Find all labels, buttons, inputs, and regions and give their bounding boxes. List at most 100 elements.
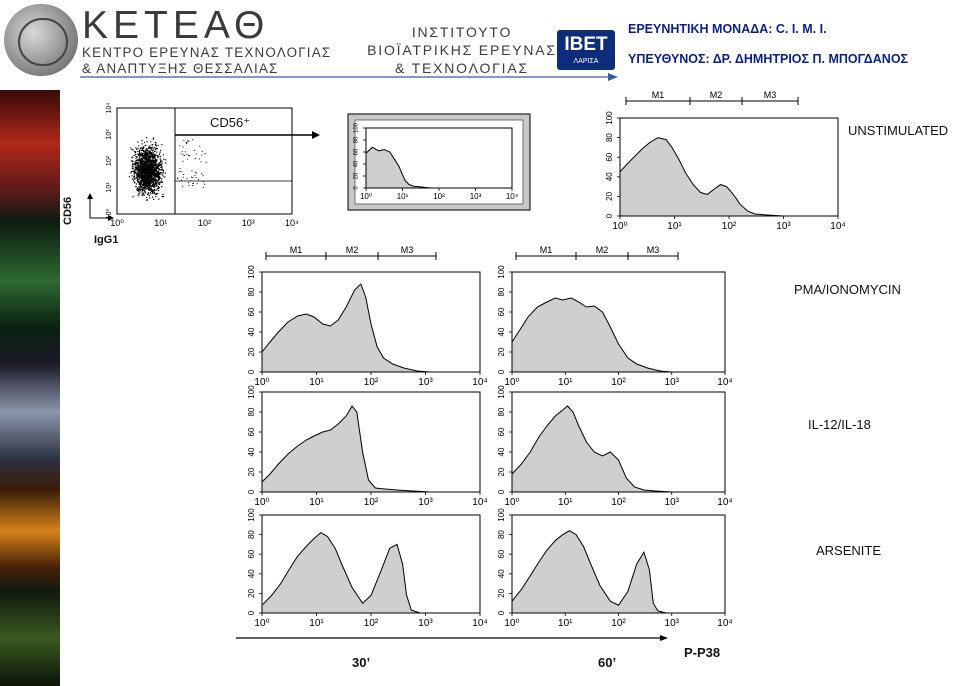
dot-point: [155, 179, 157, 181]
dot-point: [140, 161, 142, 163]
dot-point: [156, 184, 158, 186]
dot-point: [147, 175, 149, 177]
dot-point: [151, 180, 153, 182]
dot-point: [150, 181, 152, 183]
dot-point: [194, 149, 196, 151]
dot-point: [151, 153, 153, 155]
dot-point: [153, 175, 155, 177]
dot-point: [196, 183, 198, 185]
dot-point: [149, 175, 151, 177]
dot-point: [145, 159, 147, 161]
dot-point: [154, 162, 156, 165]
dot-point: [141, 139, 143, 142]
dot-point: [150, 179, 153, 181]
dot-point: [148, 152, 151, 154]
dot-point: [152, 191, 154, 193]
dot-point: [137, 141, 139, 143]
dot-point: [134, 166, 136, 168]
y-tick-label: 100: [247, 508, 256, 522]
y-tick-label: 40: [247, 447, 256, 456]
dot-point: [145, 199, 148, 201]
dot-point: [151, 175, 153, 177]
dot-point: [177, 177, 179, 179]
dot-point: [152, 159, 154, 161]
dot-point: [138, 158, 140, 160]
dot-point: [148, 172, 150, 174]
dot-point: [154, 169, 156, 171]
dot-point: [192, 139, 194, 141]
dot-point: [144, 149, 147, 151]
dot-point: [143, 160, 145, 162]
dot-point: [141, 184, 143, 186]
dot-point: [149, 160, 151, 162]
dot-point: [145, 167, 147, 169]
dot-point: [139, 164, 141, 166]
dot-point: [142, 187, 144, 190]
x-tick-label: 10⁰: [110, 218, 124, 228]
dot-point: [140, 186, 142, 188]
y-tick-label: 80: [247, 407, 256, 416]
dot-point: [159, 173, 161, 175]
x-tick-label: 10¹: [397, 192, 409, 201]
dot-point: [152, 172, 154, 174]
dot-point: [194, 158, 196, 159]
dot-point: [165, 159, 167, 161]
dot-point: [142, 156, 144, 158]
dot-point: [139, 174, 141, 176]
dot-point: [135, 169, 137, 171]
dot-point: [145, 182, 147, 184]
dot-point: [202, 187, 204, 189]
dot-point: [141, 175, 143, 177]
dot-point: [142, 153, 144, 156]
dot-point: [130, 172, 132, 174]
dot-point: [136, 161, 138, 163]
dot-point: [189, 155, 191, 157]
ibet-logo-icon: IBET ΛΑΡΙΣΑ: [557, 30, 615, 70]
dot-point: [161, 162, 163, 164]
dot-point: [162, 171, 165, 173]
dot-point: [153, 193, 155, 195]
dot-point: [154, 155, 156, 157]
dot-point: [139, 160, 141, 162]
y-tick-label: 80: [497, 530, 506, 539]
dot-point: [138, 165, 140, 167]
dot-point: [147, 189, 149, 191]
dot-point: [146, 158, 149, 160]
dot-point: [158, 182, 160, 184]
dot-point: [141, 182, 143, 184]
dot-point: [146, 184, 148, 186]
dot-point: [143, 172, 145, 175]
dot-point: [146, 169, 148, 171]
dot-point: [146, 154, 148, 156]
dot-point: [154, 190, 156, 192]
dot-point: [186, 140, 188, 142]
cd56-axis-label: CD56: [62, 196, 74, 225]
dot-point: [140, 157, 143, 159]
dot-point: [152, 144, 154, 146]
brand-subtitle-1: ΚΕΝΤΡΟ ΕΡΕΥΝΑΣ ΤΕΧΝΟΛΟΓΙΑΣ: [82, 45, 332, 60]
dot-point: [162, 195, 164, 198]
dot-point: [191, 176, 193, 178]
dot-point: [145, 170, 147, 172]
dot-point: [138, 174, 140, 176]
dot-point: [139, 183, 142, 186]
dot-point: [153, 174, 155, 176]
dot-point: [164, 172, 166, 174]
dot-point: [145, 178, 147, 180]
dot-point: [162, 175, 164, 177]
dot-point: [148, 158, 150, 161]
dot-point: [147, 154, 149, 156]
dot-point: [148, 161, 150, 163]
dot-point: [146, 171, 148, 173]
dot-point: [138, 182, 140, 184]
dot-point: [142, 147, 145, 149]
dot-point: [155, 181, 157, 184]
dot-point: [147, 186, 149, 188]
dot-point: [142, 180, 145, 182]
dot-point: [155, 196, 157, 198]
dot-point: [157, 171, 159, 173]
dot-point: [155, 165, 158, 167]
dot-point: [155, 176, 157, 178]
dot-point: [154, 142, 156, 144]
dot-point: [137, 188, 140, 190]
